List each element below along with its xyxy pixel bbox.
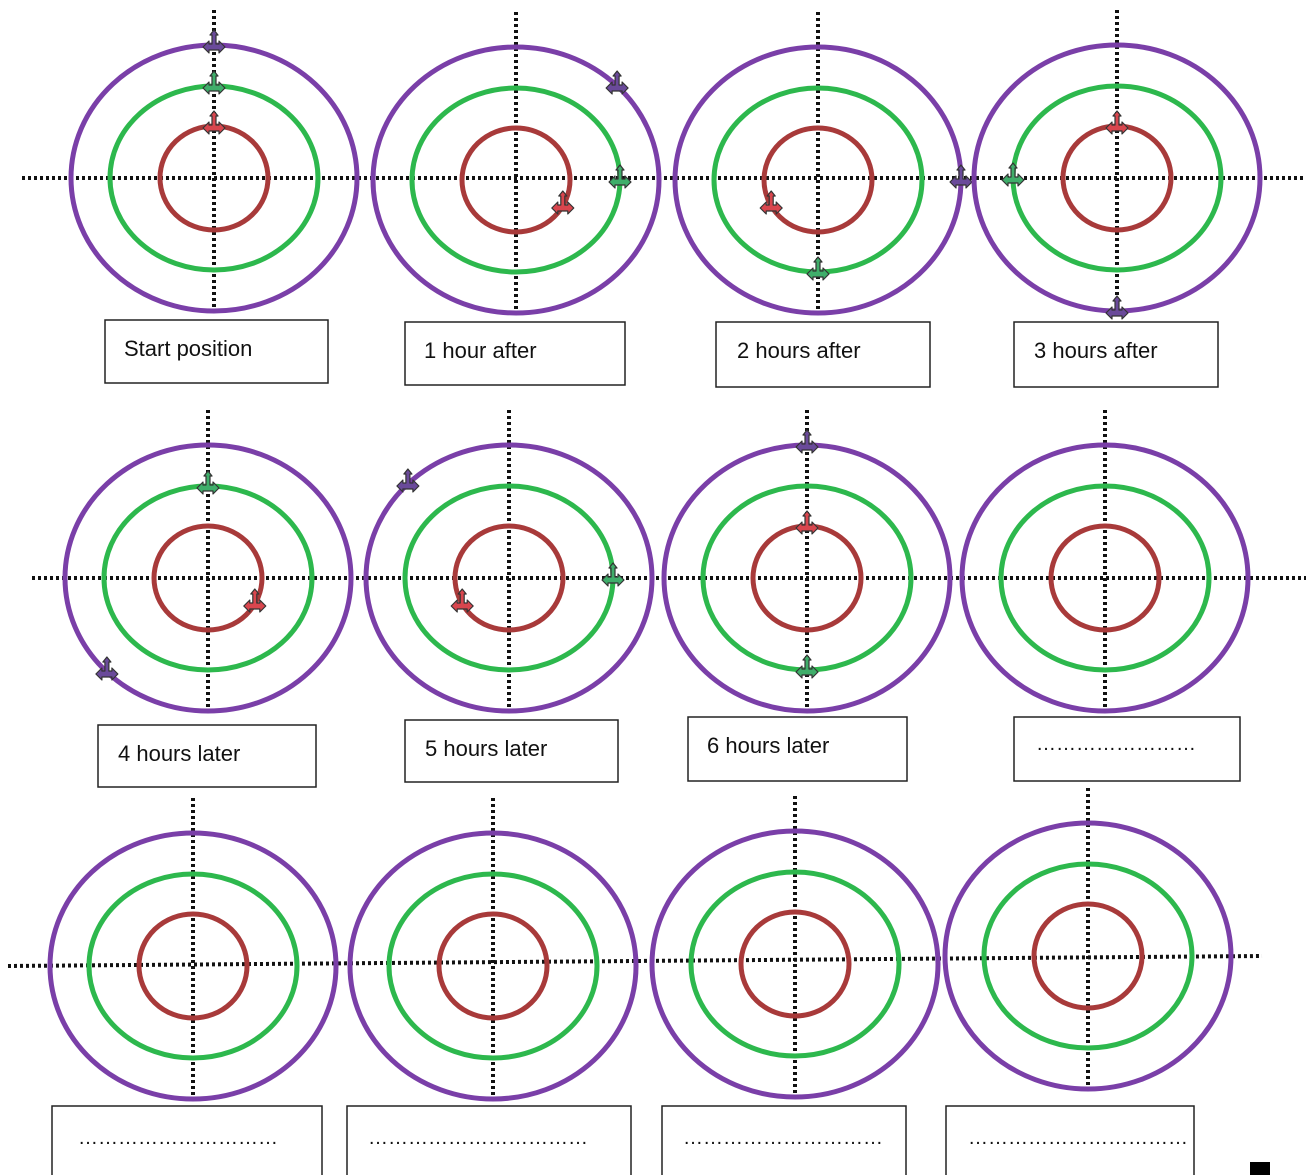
- time-label-text: 5 hours later: [425, 736, 547, 761]
- orbit-panel-7: [661, 410, 953, 714]
- orbit-panel-8: [959, 410, 1251, 714]
- time-label-text: 2 hours after: [737, 338, 861, 363]
- horizontal-axis-row-3: [7, 954, 1263, 968]
- orbit-panel-11: [649, 796, 941, 1100]
- outer-orbit-ring: [370, 44, 662, 316]
- orbit-panel-2: [370, 12, 662, 316]
- middle-orbit-ring: [688, 869, 902, 1059]
- orbit-panel-6: [363, 410, 655, 714]
- middle-orbit-ring: [386, 871, 600, 1061]
- outer-position-marker-icon: [605, 70, 629, 95]
- inner-orbit-ring: [1048, 523, 1162, 633]
- middle-orbit-ring: [981, 861, 1195, 1051]
- time-label-box: [404, 719, 619, 783]
- orbit-panel-1: [68, 10, 360, 314]
- outer-orbit-ring: [959, 442, 1251, 714]
- time-label-box: [346, 1105, 632, 1175]
- middle-orbit-ring: [998, 483, 1212, 673]
- inner-orbit-ring: [136, 911, 250, 1021]
- outer-position-marker-icon: [795, 429, 819, 454]
- time-label-text: 4 hours later: [118, 741, 240, 766]
- inner-position-marker-icon: [795, 510, 819, 535]
- time-label-box: [104, 319, 329, 384]
- orbit-panel-5: [62, 410, 354, 714]
- outer-orbit-ring: [62, 442, 354, 714]
- time-label-box: [1013, 321, 1219, 388]
- time-label-text: …………………………: [683, 1127, 883, 1149]
- inner-position-marker-icon: [759, 190, 783, 215]
- time-label-text: 6 hours later: [707, 733, 829, 758]
- inner-orbit-ring: [738, 909, 852, 1019]
- inner-orbit-ring: [459, 125, 573, 235]
- time-label-box: [404, 321, 626, 386]
- time-label-text: ……………………………: [968, 1127, 1188, 1149]
- outer-position-marker-icon: [202, 29, 226, 54]
- middle-position-marker-icon: [202, 70, 226, 95]
- outer-orbit-ring: [347, 830, 639, 1102]
- outer-orbit-ring: [942, 820, 1234, 1092]
- time-label-text: 1 hour after: [424, 338, 537, 363]
- time-label-text: Start position: [124, 336, 252, 361]
- inner-position-marker-icon: [551, 190, 575, 215]
- time-label-text: ……………………: [1036, 733, 1196, 755]
- inner-orbit-ring: [761, 125, 875, 235]
- orbit-panel-3: [672, 12, 973, 316]
- orbit-panel-9: [47, 798, 339, 1102]
- time-label-box: [715, 321, 931, 388]
- time-label-box: [51, 1105, 323, 1175]
- outer-position-marker-icon: [1105, 295, 1129, 320]
- time-label-box: [687, 716, 908, 782]
- inner-orbit-ring: [151, 523, 265, 633]
- time-label-box: [97, 724, 317, 788]
- middle-position-marker-icon: [806, 256, 830, 281]
- time-label-box: [1013, 716, 1241, 782]
- inner-position-marker-icon: [202, 110, 226, 135]
- outer-position-marker-icon: [396, 468, 420, 493]
- time-label-box: [945, 1105, 1195, 1175]
- outer-orbit-ring: [363, 442, 655, 714]
- time-label-box: [661, 1105, 907, 1175]
- outer-orbit-ring: [649, 828, 941, 1100]
- middle-position-marker-icon: [1001, 162, 1025, 187]
- time-label-text: ……………………………: [368, 1127, 588, 1149]
- inner-position-marker-icon: [1105, 110, 1129, 135]
- inner-orbit-ring: [1031, 901, 1145, 1011]
- outer-position-marker-icon: [949, 164, 973, 189]
- middle-position-marker-icon: [601, 562, 625, 587]
- middle-position-marker-icon: [608, 164, 632, 189]
- inner-position-marker-icon: [243, 588, 267, 613]
- middle-position-marker-icon: [795, 654, 819, 679]
- inner-orbit-ring: [452, 523, 566, 633]
- corner-mark: [1250, 1162, 1270, 1175]
- orbit-panel-10: [347, 798, 639, 1102]
- orbit-panel-12: [942, 788, 1234, 1092]
- middle-position-marker-icon: [196, 470, 220, 495]
- time-label-text: …………………………: [78, 1127, 278, 1149]
- inner-orbit-ring: [436, 911, 550, 1021]
- orbit-panel-4: [971, 10, 1263, 320]
- time-label-text: 3 hours after: [1034, 338, 1158, 363]
- inner-position-marker-icon: [450, 588, 474, 613]
- middle-orbit-ring: [86, 871, 300, 1061]
- outer-position-marker-icon: [95, 656, 119, 681]
- outer-orbit-ring: [47, 830, 339, 1102]
